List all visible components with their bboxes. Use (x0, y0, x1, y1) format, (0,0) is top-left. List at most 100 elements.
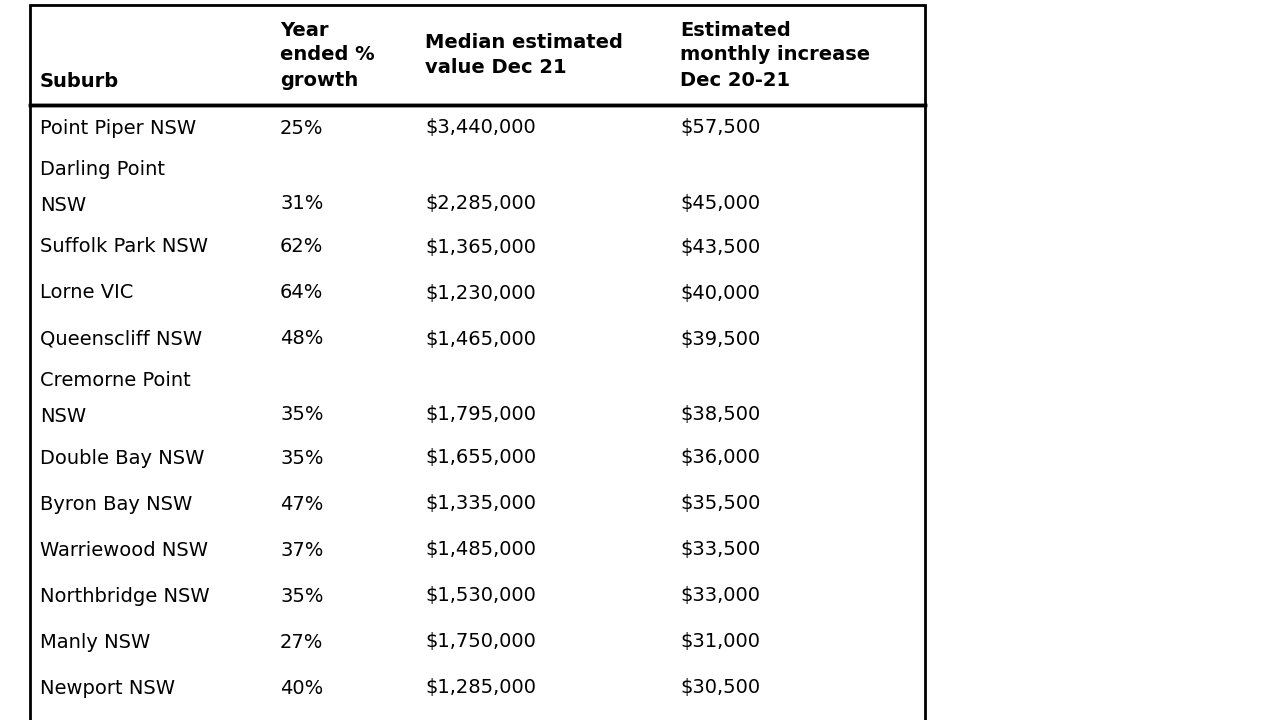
Bar (29, 5, 925, 720)
Text: Manly NSW: Manly NSW (40, 632, 150, 652)
Text: $33,000: $33,000 (680, 587, 760, 606)
Text: $1,655,000: $1,655,000 (425, 449, 536, 467)
Text: 48%: 48% (280, 330, 324, 348)
Text: 35%: 35% (280, 405, 324, 424)
Bar (29, 481, 270, 527)
Bar (669, 316, 925, 362)
Bar (415, 527, 669, 573)
Text: $1,230,000: $1,230,000 (425, 284, 536, 302)
Bar (270, 573, 415, 619)
Text: NSW: NSW (40, 197, 86, 215)
Bar (669, 619, 925, 665)
Bar (29, 665, 270, 711)
Text: $31,000: $31,000 (680, 632, 760, 652)
Bar (415, 362, 669, 435)
Bar (669, 435, 925, 481)
Text: $1,530,000: $1,530,000 (425, 587, 536, 606)
Bar (415, 435, 669, 481)
Bar (29, 362, 270, 435)
Text: Darling Point: Darling Point (40, 160, 165, 179)
Text: $2,285,000: $2,285,000 (425, 194, 536, 213)
Text: NSW: NSW (40, 408, 86, 426)
Text: 35%: 35% (280, 449, 324, 467)
Text: Suffolk Park NSW: Suffolk Park NSW (40, 238, 207, 256)
Bar (270, 316, 415, 362)
Text: $57,500: $57,500 (680, 119, 760, 138)
Text: 37%: 37% (280, 541, 324, 559)
Bar (669, 224, 925, 270)
Text: $45,000: $45,000 (680, 194, 760, 213)
Text: $36,000: $36,000 (680, 449, 760, 467)
Text: 25%: 25% (280, 119, 324, 138)
Bar (669, 151, 925, 224)
Bar (415, 5, 669, 105)
Bar (415, 316, 669, 362)
Bar (669, 105, 925, 151)
Bar (669, 573, 925, 619)
Text: Lorne VIC: Lorne VIC (40, 284, 133, 302)
Bar (669, 270, 925, 316)
Bar (415, 711, 669, 720)
Bar (270, 105, 415, 151)
Text: $38,500: $38,500 (680, 405, 760, 424)
Text: $33,500: $33,500 (680, 541, 760, 559)
Text: $40,000: $40,000 (680, 284, 760, 302)
Text: Queenscliff NSW: Queenscliff NSW (40, 330, 202, 348)
Text: 35%: 35% (280, 587, 324, 606)
Bar (669, 5, 925, 105)
Bar (270, 151, 415, 224)
Text: Suburb: Suburb (40, 72, 119, 91)
Text: Double Bay NSW: Double Bay NSW (40, 449, 205, 467)
Bar (29, 224, 270, 270)
Text: 47%: 47% (280, 495, 324, 513)
Bar (29, 435, 270, 481)
Bar (270, 362, 415, 435)
Bar (669, 362, 925, 435)
Bar (29, 151, 270, 224)
Bar (29, 573, 270, 619)
Bar (415, 270, 669, 316)
Bar (669, 665, 925, 711)
Text: $1,335,000: $1,335,000 (425, 495, 536, 513)
Bar (29, 105, 270, 151)
Bar (270, 527, 415, 573)
Text: 40%: 40% (280, 678, 324, 698)
Bar (270, 270, 415, 316)
Bar (270, 665, 415, 711)
Bar (270, 619, 415, 665)
Text: $1,365,000: $1,365,000 (425, 238, 536, 256)
Text: Newport NSW: Newport NSW (40, 678, 175, 698)
Bar (415, 481, 669, 527)
Text: $30,500: $30,500 (680, 678, 760, 698)
Text: 31%: 31% (280, 194, 324, 213)
Text: $3,440,000: $3,440,000 (425, 119, 536, 138)
Bar (415, 619, 669, 665)
Text: Year
ended %
growth: Year ended % growth (280, 20, 375, 89)
Text: 64%: 64% (280, 284, 324, 302)
Bar (29, 619, 270, 665)
Bar (29, 5, 270, 105)
Bar (415, 151, 669, 224)
Bar (415, 224, 669, 270)
Text: $1,465,000: $1,465,000 (425, 330, 536, 348)
Bar (270, 5, 415, 105)
Text: $1,795,000: $1,795,000 (425, 405, 536, 424)
Bar (669, 711, 925, 720)
Text: Point Piper NSW: Point Piper NSW (40, 119, 196, 138)
Text: $43,500: $43,500 (680, 238, 760, 256)
Text: Byron Bay NSW: Byron Bay NSW (40, 495, 192, 513)
Bar (270, 481, 415, 527)
Bar (270, 224, 415, 270)
Bar (29, 316, 270, 362)
Text: $1,750,000: $1,750,000 (425, 632, 536, 652)
Text: 27%: 27% (280, 632, 324, 652)
Text: Median estimated
value Dec 21: Median estimated value Dec 21 (425, 33, 623, 77)
Text: $1,485,000: $1,485,000 (425, 541, 536, 559)
Bar (415, 573, 669, 619)
Text: Northbridge NSW: Northbridge NSW (40, 587, 210, 606)
Bar (415, 665, 669, 711)
Bar (415, 105, 669, 151)
Bar (29, 711, 270, 720)
Text: $1,285,000: $1,285,000 (425, 678, 536, 698)
Text: Estimated
monthly increase
Dec 20-21: Estimated monthly increase Dec 20-21 (680, 20, 870, 89)
